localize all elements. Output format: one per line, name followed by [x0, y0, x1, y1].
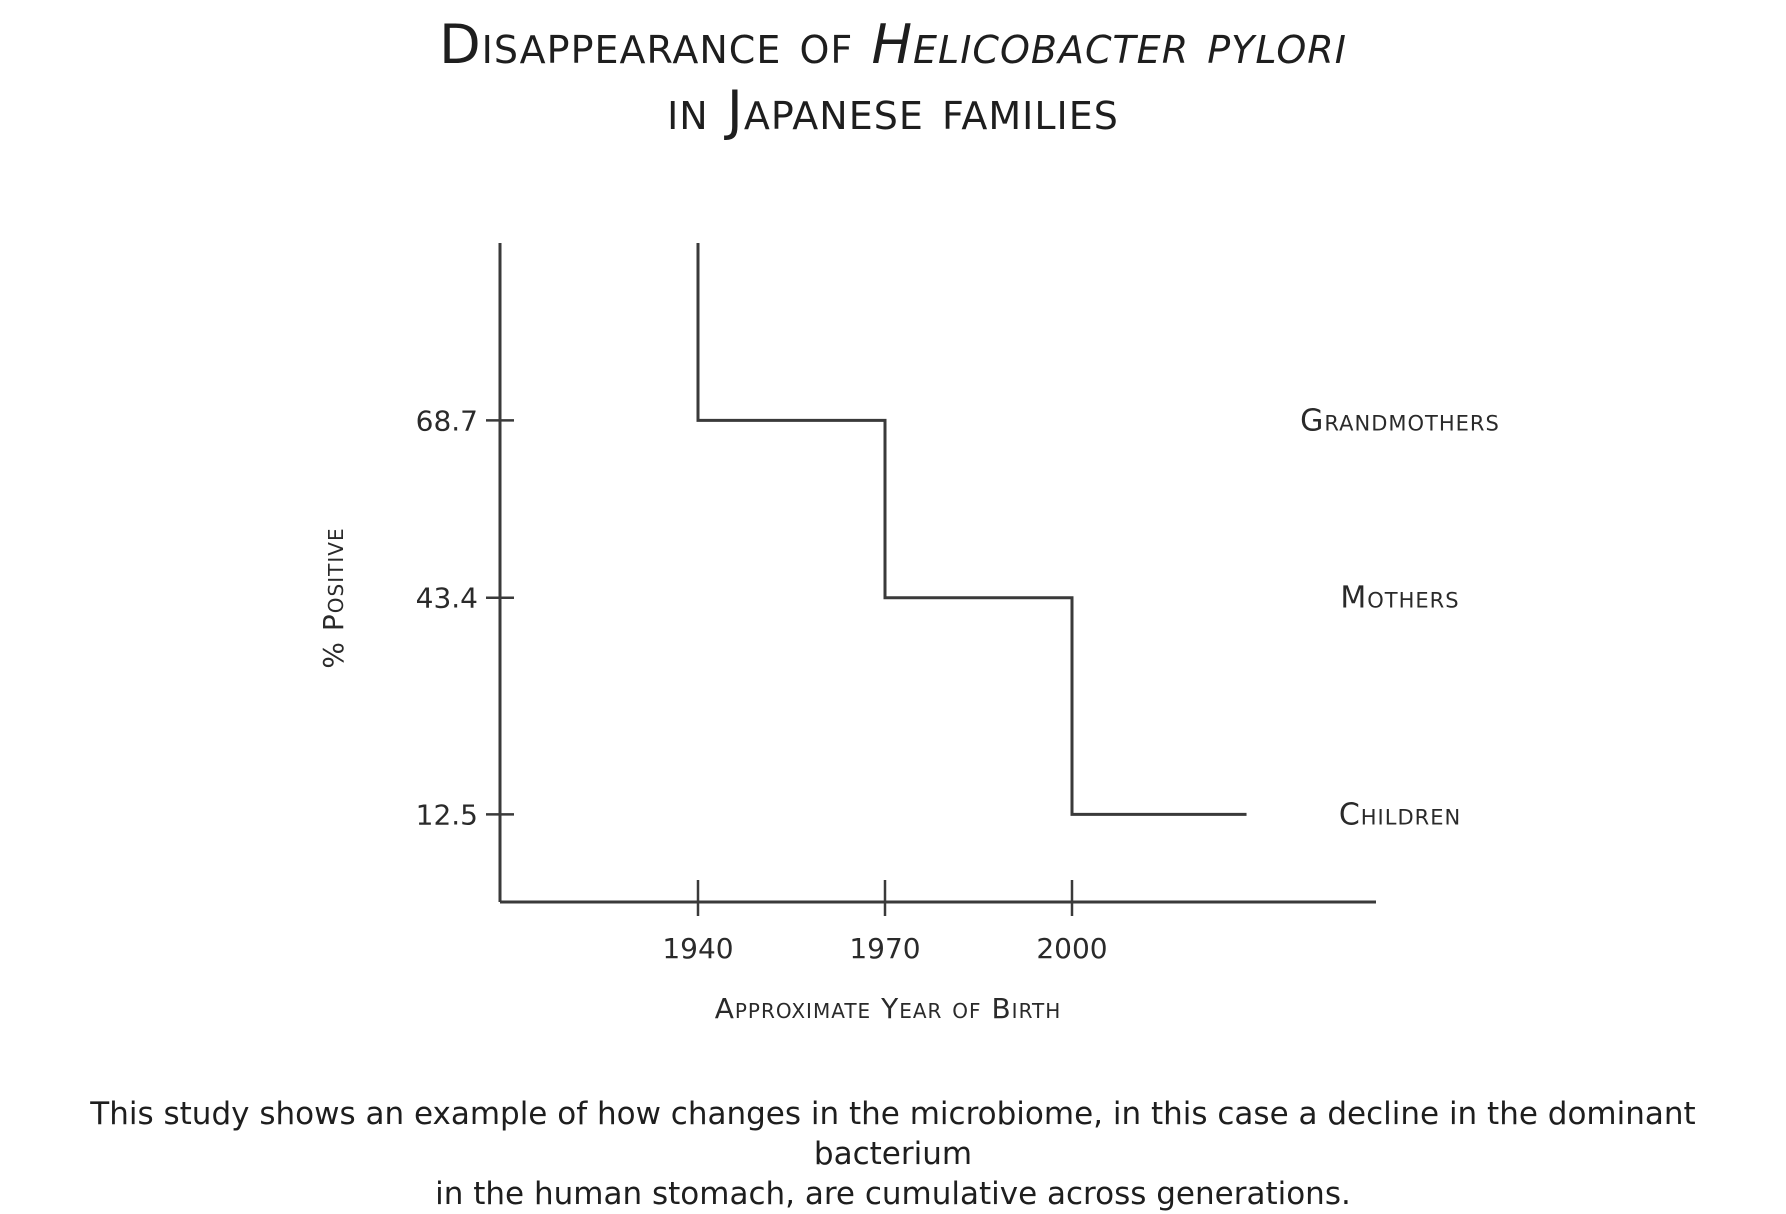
y-tick-label: 12.5	[416, 798, 478, 831]
y-axis-title: % Positive	[317, 527, 350, 668]
step-line	[696, 243, 1247, 816]
annotation-grandmothers: Grandmothers	[1300, 403, 1500, 438]
annotation-mothers: Mothers	[1340, 581, 1459, 616]
x-axis-title: Approximate Year of Birth	[715, 992, 1062, 1025]
title-species: Helicobacter pylori	[871, 13, 1347, 76]
x-tick-label: 1970	[849, 932, 920, 965]
ticks: 12.5 43.4 68.7 1940 1970 2000	[416, 404, 1108, 965]
title-prefix: Disappearance of	[439, 13, 872, 76]
axes	[498, 243, 1376, 904]
figure-caption: This study shows an example of how chang…	[40, 1094, 1746, 1214]
step-chart: 12.5 43.4 68.7 1940 1970 2000 Approximate Yea…	[317, 243, 1500, 1025]
series	[696, 243, 1247, 816]
annotation-children: Children	[1339, 797, 1461, 832]
chart-title-line-1: Disappearance of Helicobacter pylori	[0, 18, 1786, 72]
x-tick-label: 1940	[662, 932, 733, 965]
x-tick-label: 2000	[1036, 932, 1107, 965]
caption-line-2: in the human stomach, are cumulative acr…	[435, 1176, 1351, 1212]
y-tick-label: 68.7	[416, 404, 478, 437]
chart-title-line-2: in Japanese families	[667, 79, 1119, 142]
y-tick-label: 43.4	[416, 582, 478, 615]
labels: Approximate Year of Birth % Positive Grand…	[317, 403, 1500, 1025]
caption-line-1: This study shows an example of how chang…	[90, 1096, 1696, 1172]
